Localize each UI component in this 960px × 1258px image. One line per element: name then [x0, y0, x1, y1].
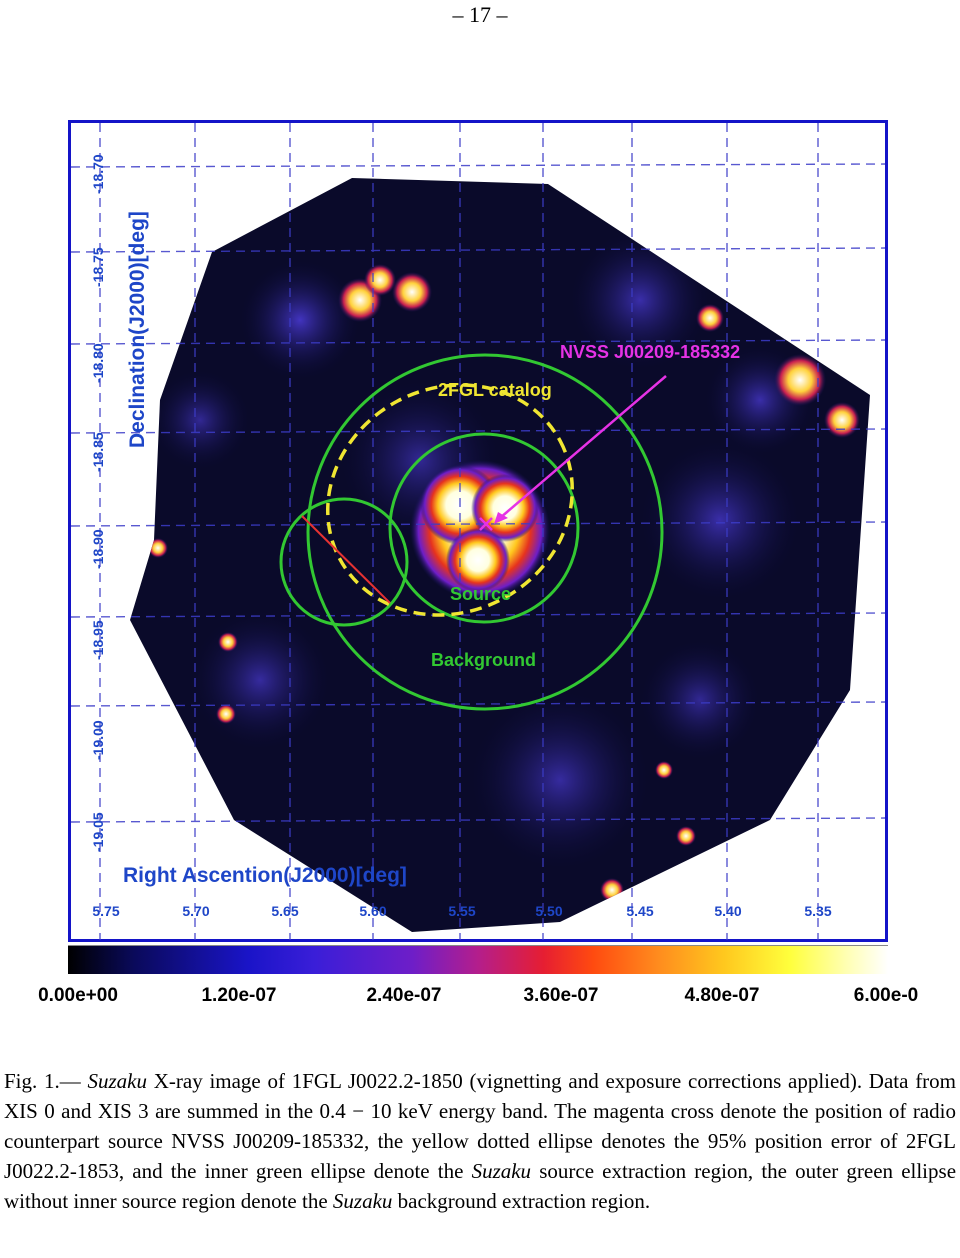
- x-tick-label: 5.65: [271, 903, 299, 919]
- x-tick-label: 5.75: [92, 903, 120, 919]
- caption-mission-name: Suzaku: [87, 1069, 148, 1093]
- x-tick-label: 5.70: [182, 903, 210, 919]
- exclusion-line: [301, 515, 391, 604]
- colorbar-tick-label: 4.80e-07: [684, 985, 760, 1006]
- x-tick-label: 5.45: [626, 903, 654, 919]
- caption-text: background extraction region.: [392, 1189, 651, 1213]
- figure-caption: Fig. 1.— Suzaku X-ray image of 1FGL J002…: [4, 1066, 956, 1216]
- source-region-circle: [388, 432, 580, 624]
- x-tick-label: 5.35: [804, 903, 832, 919]
- colorbar-tick-label: 6.00e-0: [853, 985, 919, 1006]
- background-label: Background: [431, 650, 537, 670]
- xray-image: [70, 123, 886, 940]
- page-number: – 17 –: [452, 2, 508, 27]
- y-tick-label: -18.80: [90, 343, 106, 383]
- y-axis-label: Declination(J2000)[deg]: [126, 211, 149, 448]
- x-tick-label: 5.55: [448, 903, 476, 919]
- nvss-cross-icon: [479, 517, 493, 531]
- nvss-arrow: [499, 375, 667, 519]
- colorbar-tick-label: 1.20e-07: [201, 985, 277, 1006]
- caption-text: source extraction region, the outer gree…: [4, 1159, 957, 1213]
- colorbar-tick-label: 3.60e-07: [523, 985, 599, 1006]
- caption-text: X-ray image of 1FGL J0022.2-1850 (vignet…: [4, 1069, 957, 1183]
- figure: NVSS J00209-185332 2FGL catalog Source B…: [38, 120, 919, 1006]
- background-region-circle: [306, 353, 664, 711]
- coordinate-grid: [70, 123, 886, 940]
- colorbar-tick-label: 0.00e+00: [38, 985, 118, 1006]
- catalog-label: 2FGL catalog: [438, 380, 552, 400]
- y-tick-label: -18.95: [90, 620, 106, 660]
- colorbar-tick-label: 2.40e-07: [366, 985, 442, 1006]
- y-tick-label: -18.85: [90, 432, 106, 472]
- source-label: Source: [450, 584, 512, 604]
- caption-mission-name: Suzaku: [332, 1189, 393, 1213]
- x-tick-label: 5.50: [535, 903, 563, 919]
- y-tick-label: -18.75: [90, 247, 106, 287]
- y-tick-label: -18.90: [90, 529, 106, 569]
- x-tick-label: 5.40: [714, 903, 742, 919]
- x-axis-label: Right Ascention(J2000)[deg]: [123, 864, 407, 887]
- catalog-error-ellipse: [325, 383, 575, 617]
- excluded-region-circle: [279, 497, 409, 627]
- nvss-label: NVSS J00209-185332: [560, 342, 741, 362]
- caption-prefix: Fig. 1.—: [4, 1069, 88, 1093]
- colorbar: [68, 945, 888, 974]
- y-tick-label: -19.05: [90, 812, 106, 852]
- y-tick-label: -18.70: [90, 154, 106, 194]
- nvss-arrowhead: [494, 512, 508, 524]
- x-tick-label: 5.60: [359, 903, 387, 919]
- y-tick-label: -19.00: [90, 720, 106, 760]
- caption-mission-name: Suzaku: [471, 1159, 532, 1183]
